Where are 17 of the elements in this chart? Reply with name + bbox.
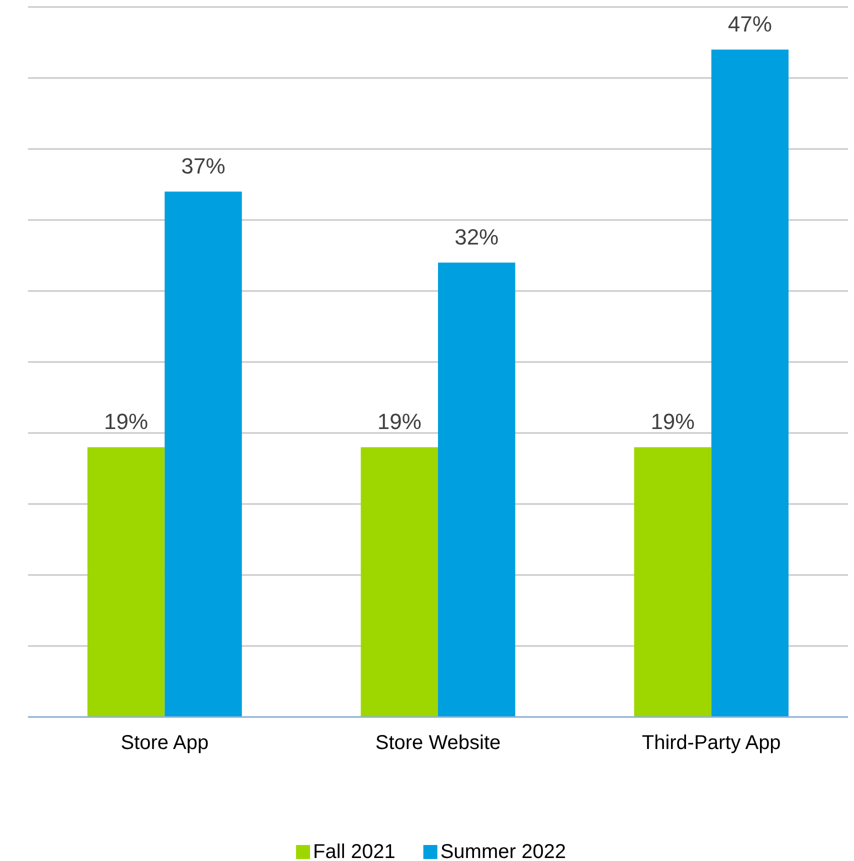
bar (438, 262, 516, 717)
x-tick-label: Store Website (375, 732, 501, 754)
bar (360, 447, 438, 717)
data-label: 19% (377, 409, 422, 434)
x-tick-label: Third-Party App (642, 732, 781, 754)
data-label: 19% (650, 409, 695, 434)
legend-label: Summer 2022 (440, 841, 566, 861)
data-label: 19% (104, 409, 148, 434)
bar (711, 50, 789, 717)
bar (164, 192, 242, 717)
data-label: 47% (728, 12, 772, 37)
data-label: 37% (181, 154, 226, 179)
legend-label: Fall 2021 (313, 841, 396, 861)
x-tick-label: Store App (120, 732, 209, 754)
bar (634, 447, 712, 717)
data-label: 32% (454, 224, 499, 250)
bar (87, 447, 165, 717)
